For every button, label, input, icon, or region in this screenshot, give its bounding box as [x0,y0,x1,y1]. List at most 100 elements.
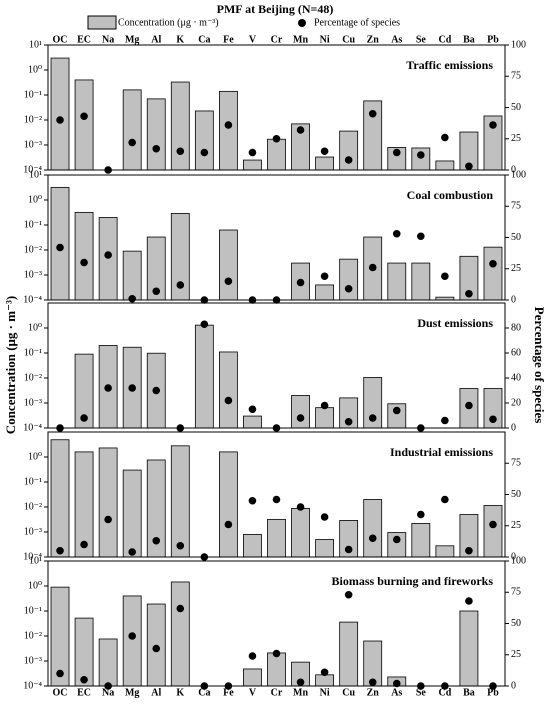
percentage-dot [465,597,473,605]
y-tick-label: 10⁻⁴ [23,294,42,305]
percentage-dot [80,258,88,267]
concentration-bar [243,668,262,687]
percentage-dot [465,162,473,171]
concentration-bar [459,610,479,687]
x-tick-label: Mn [293,687,308,698]
percentage-dot [465,289,473,298]
panel-title: Dust emissions [417,316,493,330]
concentration-bar [315,284,335,301]
y-tick-label: 10¹ [29,169,42,180]
x-tick-label: Zn [367,34,380,45]
y-tick-label: 10⁻³ [24,526,42,537]
concentration-bar [122,89,142,171]
y-tick-label: 10⁰ [28,322,42,333]
percentage-dot [56,669,64,678]
y2-tick-label: 25 [511,520,521,531]
y-tick-label: 10⁻⁴ [23,551,42,562]
y2-tick-label: 80 [511,322,521,333]
percentage-dot [489,259,497,268]
percentage-dot [320,272,329,281]
y-tick-label: 10⁻² [24,372,42,383]
y2-tick-label: 25 [511,133,521,144]
percentage-dot [152,386,161,395]
y2-tick-label: 75 [511,201,521,212]
y-tick-label: 10⁻¹ [24,219,42,230]
percentage-dot [80,414,88,422]
y2-tick-label: 50 [511,232,521,243]
x-tick-label: Na [102,687,114,698]
percentage-dot [248,496,257,505]
y-tick-label: 10⁻¹ [24,476,42,487]
x-tick-label: Ba [463,687,475,698]
legend-swatch [87,15,117,30]
percentage-dot [344,284,353,293]
y2-tick-label: 60 [511,347,521,358]
percentage-dot [392,679,401,688]
x-tick-label: Pb [487,34,499,45]
percentage-dot [392,535,401,544]
x-tick-label: Ni [320,34,330,45]
x-tick-label: Cd [438,687,451,698]
percentage-dot [104,251,112,259]
percentage-dot [320,668,329,677]
x-tick-label: Cr [271,34,283,45]
y2-tick-label: 0 [511,422,516,433]
y2-tick-label: 20 [511,397,521,408]
x-tick-label: Ba [463,34,475,45]
y2-tick-label: 75 [511,71,521,82]
concentration-bar [483,505,503,558]
y2-tick-label: 0 [511,680,516,691]
percentage-dot [392,148,401,157]
percentage-dot [465,546,473,555]
percentage-dot [272,134,281,143]
percentage-dot [224,121,233,129]
percentage-dot [248,652,257,660]
concentration-bar [243,415,262,429]
concentration-bar [267,652,286,687]
percentage-dot [128,384,136,392]
x-tick-label: Cu [342,34,355,45]
percentage-dot [176,281,185,289]
percentage-dot [489,520,497,529]
x-tick-label: Na [102,34,114,45]
panel-frame [47,44,506,171]
percentage-dot [344,156,353,164]
concentration-bar [339,130,359,171]
x-tick-label: V [249,34,257,45]
percentage-dot [152,644,161,653]
concentration-bar [170,581,190,687]
y-tick-label: 10⁰ [28,194,42,205]
percentage-dot [392,229,401,238]
panel-title: Traffic emissions [406,58,493,72]
concentration-bar [218,90,238,171]
concentration-bar [387,262,407,301]
percentage-dot [152,287,161,296]
concentration-bar [315,407,335,429]
y-tick-label: 10¹ [29,555,42,566]
percentage-dot [320,401,329,410]
percentage-dot [80,675,88,684]
concentration-bar [435,545,455,558]
x-tick-label: As [391,687,402,698]
panel-frame [47,560,506,687]
percentage-dot [128,548,136,556]
concentration-bar [74,617,94,687]
y2-tick-label: 50 [511,618,521,629]
y-axis-label: Concentration (μg · m⁻³) [3,296,18,434]
percentage-dot [80,540,88,549]
x-tick-label: EC [77,34,91,45]
x-tick-label: Al [151,34,161,45]
x-tick-label: Ca [198,687,210,698]
concentration-bar [122,595,142,687]
legend-label: Percentage of species [314,17,400,28]
legend-label: Concentration (μg · m⁻³) [118,17,219,28]
y2-tick-label: 0 [511,551,516,562]
y2-tick-label: 100 [511,555,526,566]
x-tick-label: Pb [487,687,499,698]
percentage-dot [176,541,185,550]
y-tick-label: 10⁻³ [24,655,42,666]
concentration-bar [315,674,335,687]
y-tick-label: 10⁰ [28,451,42,462]
percentage-dot [368,414,377,422]
concentration-bar [218,451,238,558]
